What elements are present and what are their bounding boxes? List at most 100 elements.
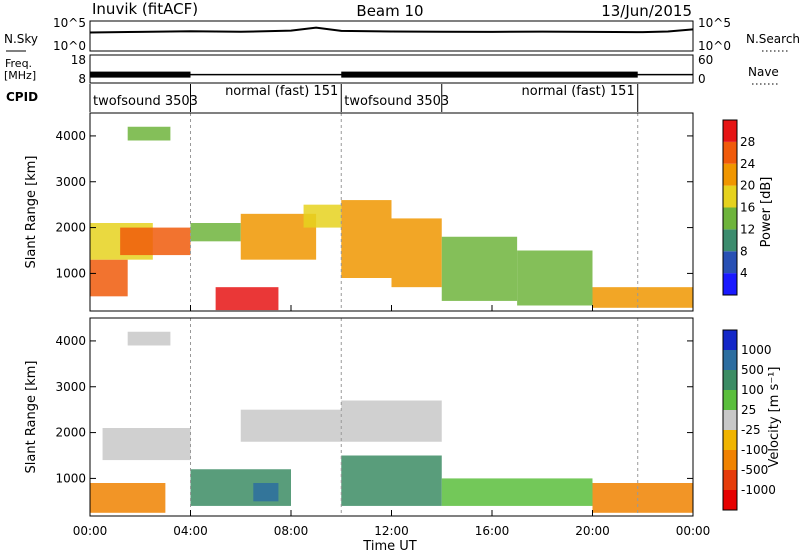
velocity-cbar-tick-5: -100 — [741, 443, 768, 457]
nave-label: Nave — [748, 65, 779, 79]
freq-tick-left-bottom: 8 — [78, 72, 86, 86]
velocity-region-5 — [253, 483, 279, 502]
velocity-cbar-bin-2 — [723, 370, 737, 390]
power-region-10 — [441, 236, 518, 301]
power-ylabel: Slant Range [km] — [24, 156, 39, 269]
power-region-11 — [517, 250, 593, 306]
velocity-cbar-bin-6 — [723, 450, 737, 470]
power-cbar-tick-12: 12 — [740, 222, 755, 236]
power-region-12 — [592, 287, 693, 308]
velocity-cbar-label: Velocity [m s⁻¹] — [767, 367, 782, 468]
velocity-cbar-bin-8 — [723, 490, 737, 510]
velocity-cbar-bin-5 — [723, 430, 737, 450]
power-cbar-tick-16: 16 — [740, 201, 755, 215]
power-colorbar: 4 8 12 16 20 24 28 — [722, 119, 755, 296]
power-ytick-label-2000: 2000 — [55, 221, 86, 235]
velocity-region-4 — [240, 409, 342, 442]
velocity-cbar-tick-3: 25 — [741, 403, 756, 417]
velocity-y-axis: 1000 2000 3000 4000 — [55, 334, 693, 485]
velocity-cbar-tick-7: -1000 — [741, 483, 776, 497]
velocity-cbar-bin-1 — [723, 350, 737, 370]
power-region-0 — [90, 259, 128, 297]
power-cbar-bin-1 — [723, 251, 737, 274]
power-cbar-label: Power [dB] — [759, 177, 774, 248]
velocity-cbar-tick-2: 100 — [741, 383, 764, 397]
power-y-axis: 1000 2000 3000 4000 — [55, 129, 693, 280]
noise-tick-left-top: 10^5 — [53, 16, 86, 30]
velocity-cbar-bin-7 — [723, 470, 737, 490]
power-cbar-tick-4: 4 — [740, 266, 748, 280]
power-cbar-tick-24: 24 — [740, 157, 755, 171]
noise-frame — [89, 20, 694, 52]
velocity-colorbar: 1000 500 100 25 -25 -100 -500 -1000 — [722, 329, 776, 511]
nsearch-label: N.Search — [746, 32, 800, 46]
freq-tick-right-top: 60 — [698, 53, 713, 67]
nsky-series — [89, 26, 694, 34]
power-cbar-bin-6 — [723, 141, 737, 164]
velocity-region-8 — [441, 478, 593, 506]
velocity-data — [90, 318, 693, 516]
time-tick-label-5: 20:00 — [575, 524, 610, 538]
velocity-region-9 — [592, 483, 693, 513]
time-tick-label-2: 08:00 — [274, 524, 309, 538]
velocity-cbar-bin-3 — [723, 390, 737, 410]
velocity-ytick-label-4000: 4000 — [55, 334, 86, 348]
freq-band-0 — [90, 71, 191, 78]
velocity-region-7 — [341, 400, 442, 442]
velocity-cbar-tick-1: 500 — [741, 363, 764, 377]
power-cbar-tick-20: 20 — [740, 179, 755, 193]
velocity-ylabel: Slant Range [km] — [24, 361, 39, 474]
freq-series — [90, 71, 693, 78]
power-cbar-bin-2 — [723, 229, 737, 252]
date-title: 13/Jun/2015 — [601, 2, 692, 20]
velocity-cbar-bin-0 — [723, 330, 737, 350]
time-tick-label-0: 00:00 — [73, 524, 108, 538]
beam-title: Beam 10 — [356, 2, 423, 20]
velocity-cbar-tick-6: -500 — [741, 463, 768, 477]
power-cbar-bin-0 — [723, 273, 737, 295]
cpid-label-3: normal (fast) 151 — [522, 84, 635, 99]
power-region-9 — [391, 218, 442, 288]
cpid-label-1: normal (fast) 151 — [225, 84, 338, 99]
power-data — [90, 113, 693, 311]
freq-band-1 — [341, 71, 638, 78]
power-cbar-bin-5 — [723, 163, 737, 186]
power-region-8 — [341, 200, 392, 278]
nsky-line — [89, 26, 694, 34]
power-region-2 — [120, 227, 191, 256]
velocity-panel: 1000 2000 3000 4000 Slant Range [km] 1000 50… — [24, 317, 782, 517]
power-region-7 — [303, 204, 342, 228]
power-cbar-bin-4 — [723, 185, 737, 208]
nsky-label: N.Sky — [4, 32, 38, 46]
velocity-cbar-bin-4 — [723, 410, 737, 430]
power-ytick-label-1000: 1000 — [55, 266, 86, 280]
cpid-label-0: twofsound 3503 — [93, 94, 198, 109]
power-cbar-bin-7 — [723, 120, 737, 142]
frequency-panel: 18 8 60 0 Freq. [MHz] Nave — [4, 53, 780, 86]
noise-tick-right-top: 10^5 — [698, 16, 731, 30]
cpid-label: CPID — [6, 90, 38, 104]
noise-tick-left-bottom: 10^0 — [53, 39, 86, 53]
velocity-cbar-tick-0: 1000 — [741, 343, 772, 357]
power-ytick-label-4000: 4000 — [55, 129, 86, 143]
power-cbar-tick-8: 8 — [740, 244, 748, 258]
freq-label: Freq. — [5, 57, 32, 70]
velocity-cbar-tick-4: -25 — [741, 423, 761, 437]
time-axis: 00:00 04:00 08:00 12:00 16:00 20:00 00:00 — [73, 305, 711, 538]
cpid-label-2: twofsound 3503 — [344, 94, 449, 109]
freq-tick-right-bottom: 0 — [698, 72, 706, 86]
station-title: Inuvik (fitACF) — [92, 0, 198, 18]
velocity-ytick-label-3000: 3000 — [55, 380, 86, 394]
velocity-cbar-frame — [722, 329, 738, 511]
cpid-segments: twofsound 3503 normal (fast) 151 twofsound… — [89, 84, 639, 112]
time-tick-label-6: 00:00 — [676, 524, 711, 538]
power-region-4 — [190, 223, 241, 242]
velocity-region-6 — [341, 455, 442, 506]
noise-panel: 10^5 10^0 10^5 10^0 N.Sky N.Search — [4, 16, 800, 53]
velocity-region-1 — [102, 428, 191, 461]
power-cbar-tick-28: 28 — [740, 135, 755, 149]
freq-tick-left-top: 18 — [71, 53, 86, 67]
time-axis-label: Time UT — [362, 539, 416, 554]
